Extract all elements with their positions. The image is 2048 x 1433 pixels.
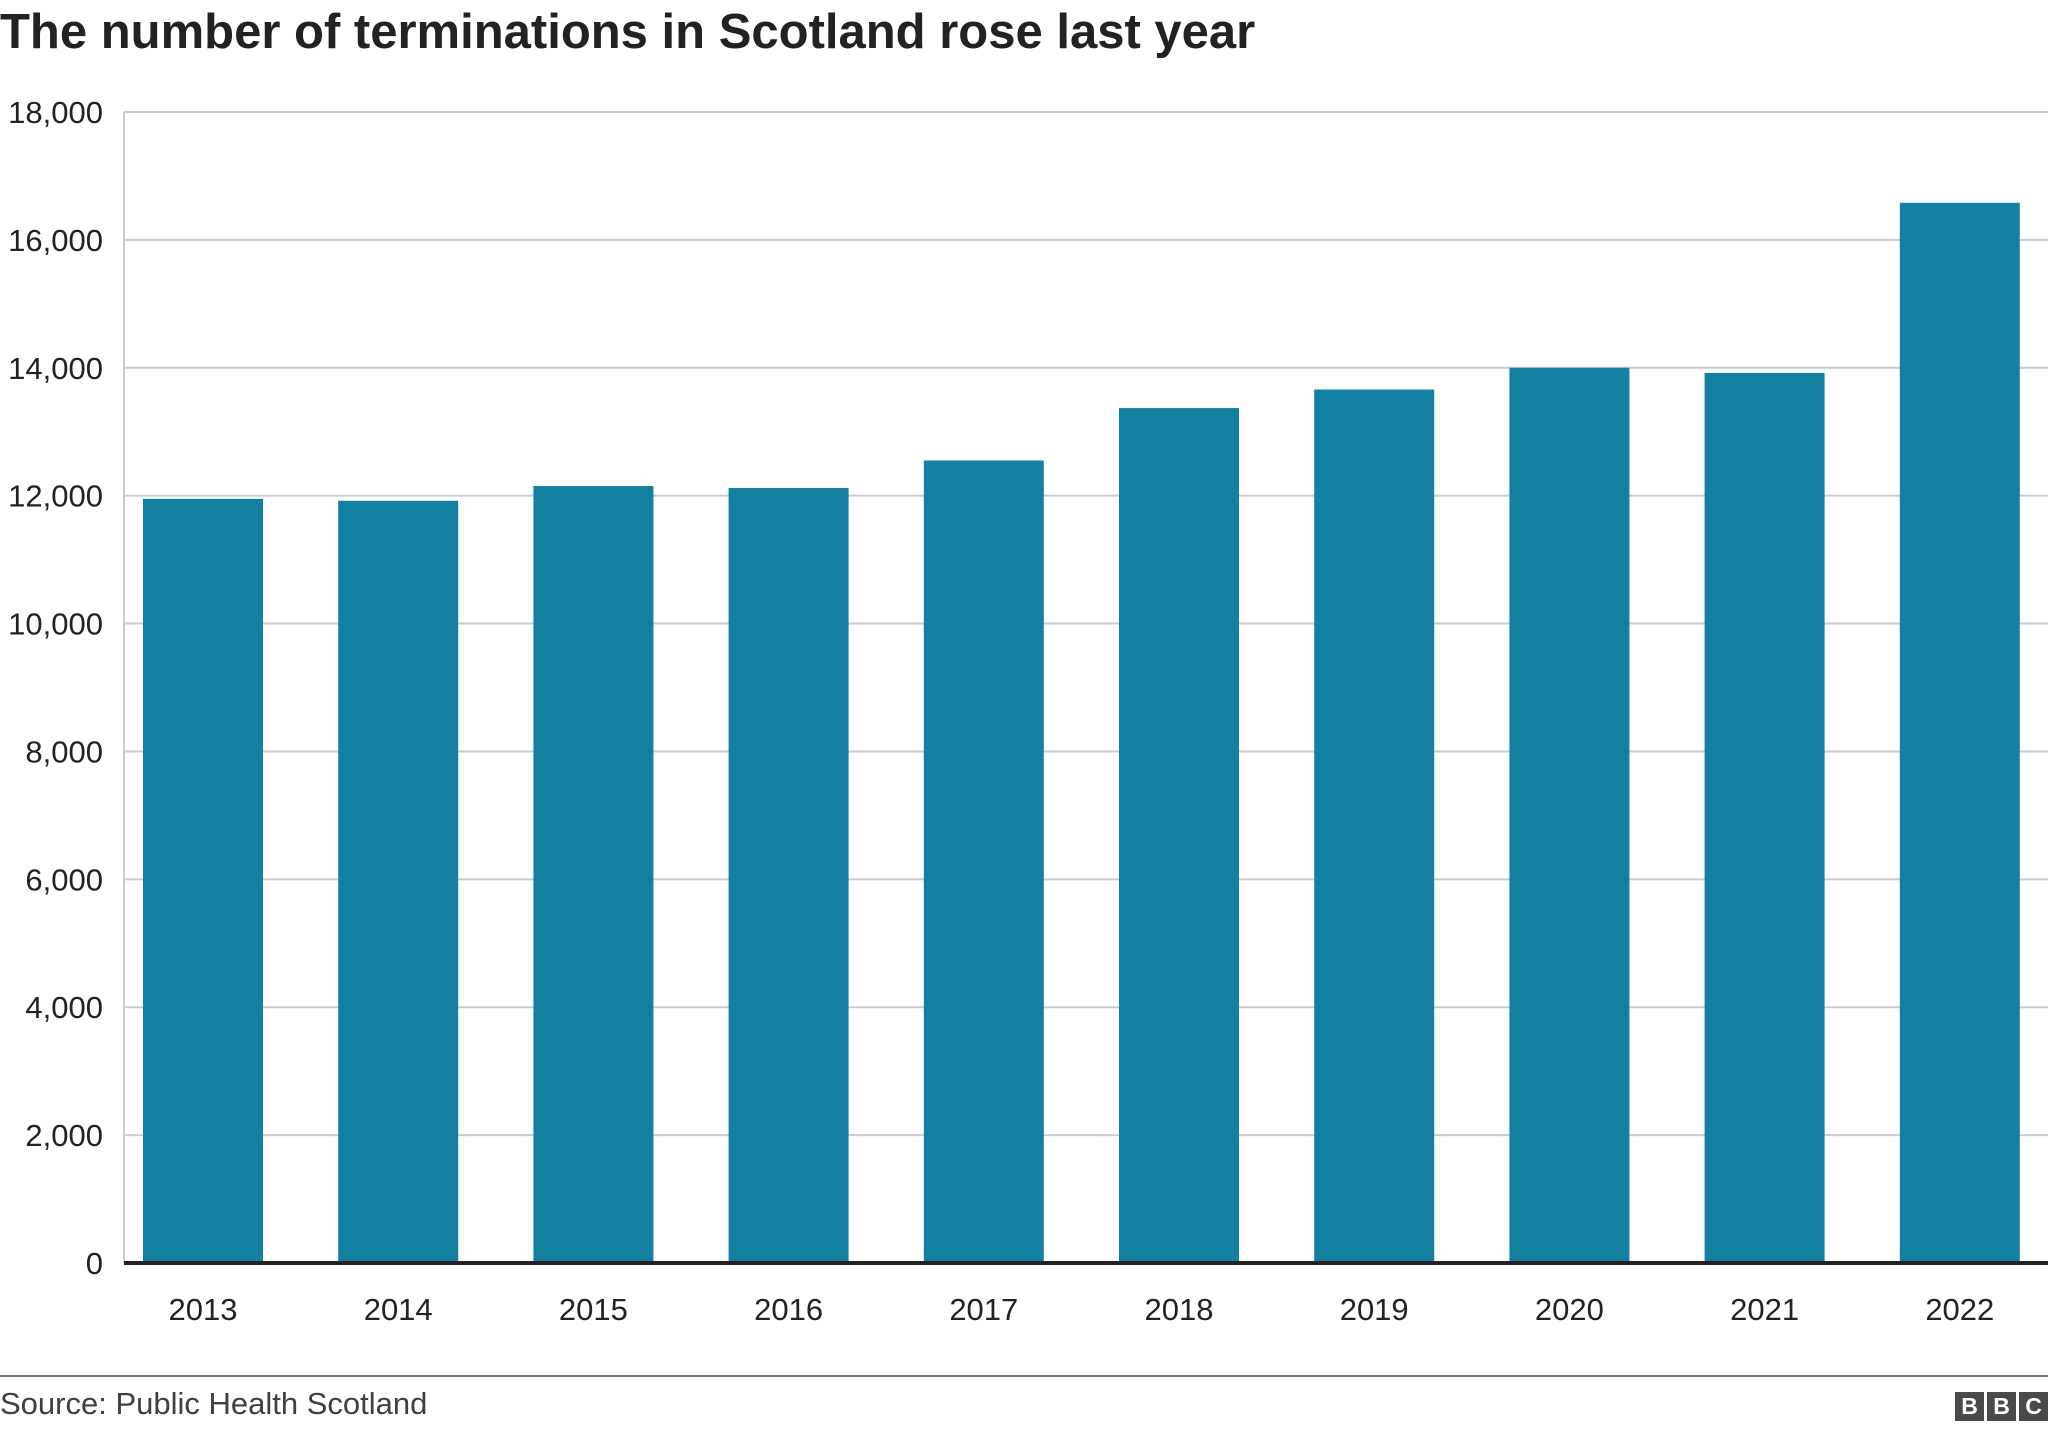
bar-2021 <box>1704 372 1825 1264</box>
bar-2022 <box>1899 202 2020 1263</box>
bar-2017 <box>923 460 1044 1264</box>
x-axis-ticks: 2013 2014 2015 2016 2017 2018 2019 2020 2021 2022 <box>169 1292 1995 1327</box>
x-tick-label: 2020 <box>1535 1292 1604 1327</box>
y-tick-label: 6,000 <box>25 862 103 897</box>
bar-2020 <box>1509 367 1630 1263</box>
source-note: Source: Public Health Scotland <box>0 1386 428 1421</box>
bar-2014 <box>338 500 459 1263</box>
y-tick-label: 8,000 <box>25 734 103 769</box>
x-tick-label: 2017 <box>949 1292 1018 1327</box>
y-tick-label: 12,000 <box>8 479 103 514</box>
bbc-logo-block: B <box>1955 1392 1984 1421</box>
x-tick-label: 2016 <box>754 1292 823 1327</box>
y-tick-label: 2,000 <box>25 1118 103 1153</box>
y-tick-label: 18,000 <box>8 95 103 130</box>
bar-2018 <box>1119 408 1239 1264</box>
y-tick-label: 16,000 <box>8 223 103 258</box>
bar-2019 <box>1314 389 1435 1263</box>
x-tick-label: 2019 <box>1340 1292 1409 1327</box>
bar-2016 <box>728 487 849 1263</box>
x-tick-label: 2013 <box>169 1292 238 1327</box>
footer-divider <box>0 1375 2048 1377</box>
bbc-logo-block: B <box>1987 1392 2016 1421</box>
y-tick-label: 14,000 <box>8 351 103 386</box>
axes <box>123 112 2048 1265</box>
y-axis-ticks: 0 2,000 4,000 6,000 8,000 10,000 12,000 14,000 1… <box>8 95 103 1281</box>
chart-title: The number of terminations in Scotland r… <box>0 5 1256 59</box>
x-tick-label: 2015 <box>559 1292 628 1327</box>
bbc-logo-block: C <box>2019 1392 2048 1421</box>
y-tick-label: 4,000 <box>25 990 103 1025</box>
bar-2015 <box>533 486 654 1263</box>
x-tick-label: 2018 <box>1145 1292 1214 1327</box>
bar-2013 <box>143 498 263 1263</box>
y-tick-label: 10,000 <box>8 607 103 642</box>
x-tick-label: 2022 <box>1925 1292 1994 1327</box>
x-tick-label: 2021 <box>1730 1292 1799 1327</box>
x-tick-label: 2014 <box>364 1292 433 1327</box>
bbc-logo: B B C <box>1955 1392 2048 1421</box>
y-tick-label: 0 <box>86 1246 103 1281</box>
bars <box>143 202 2020 1264</box>
